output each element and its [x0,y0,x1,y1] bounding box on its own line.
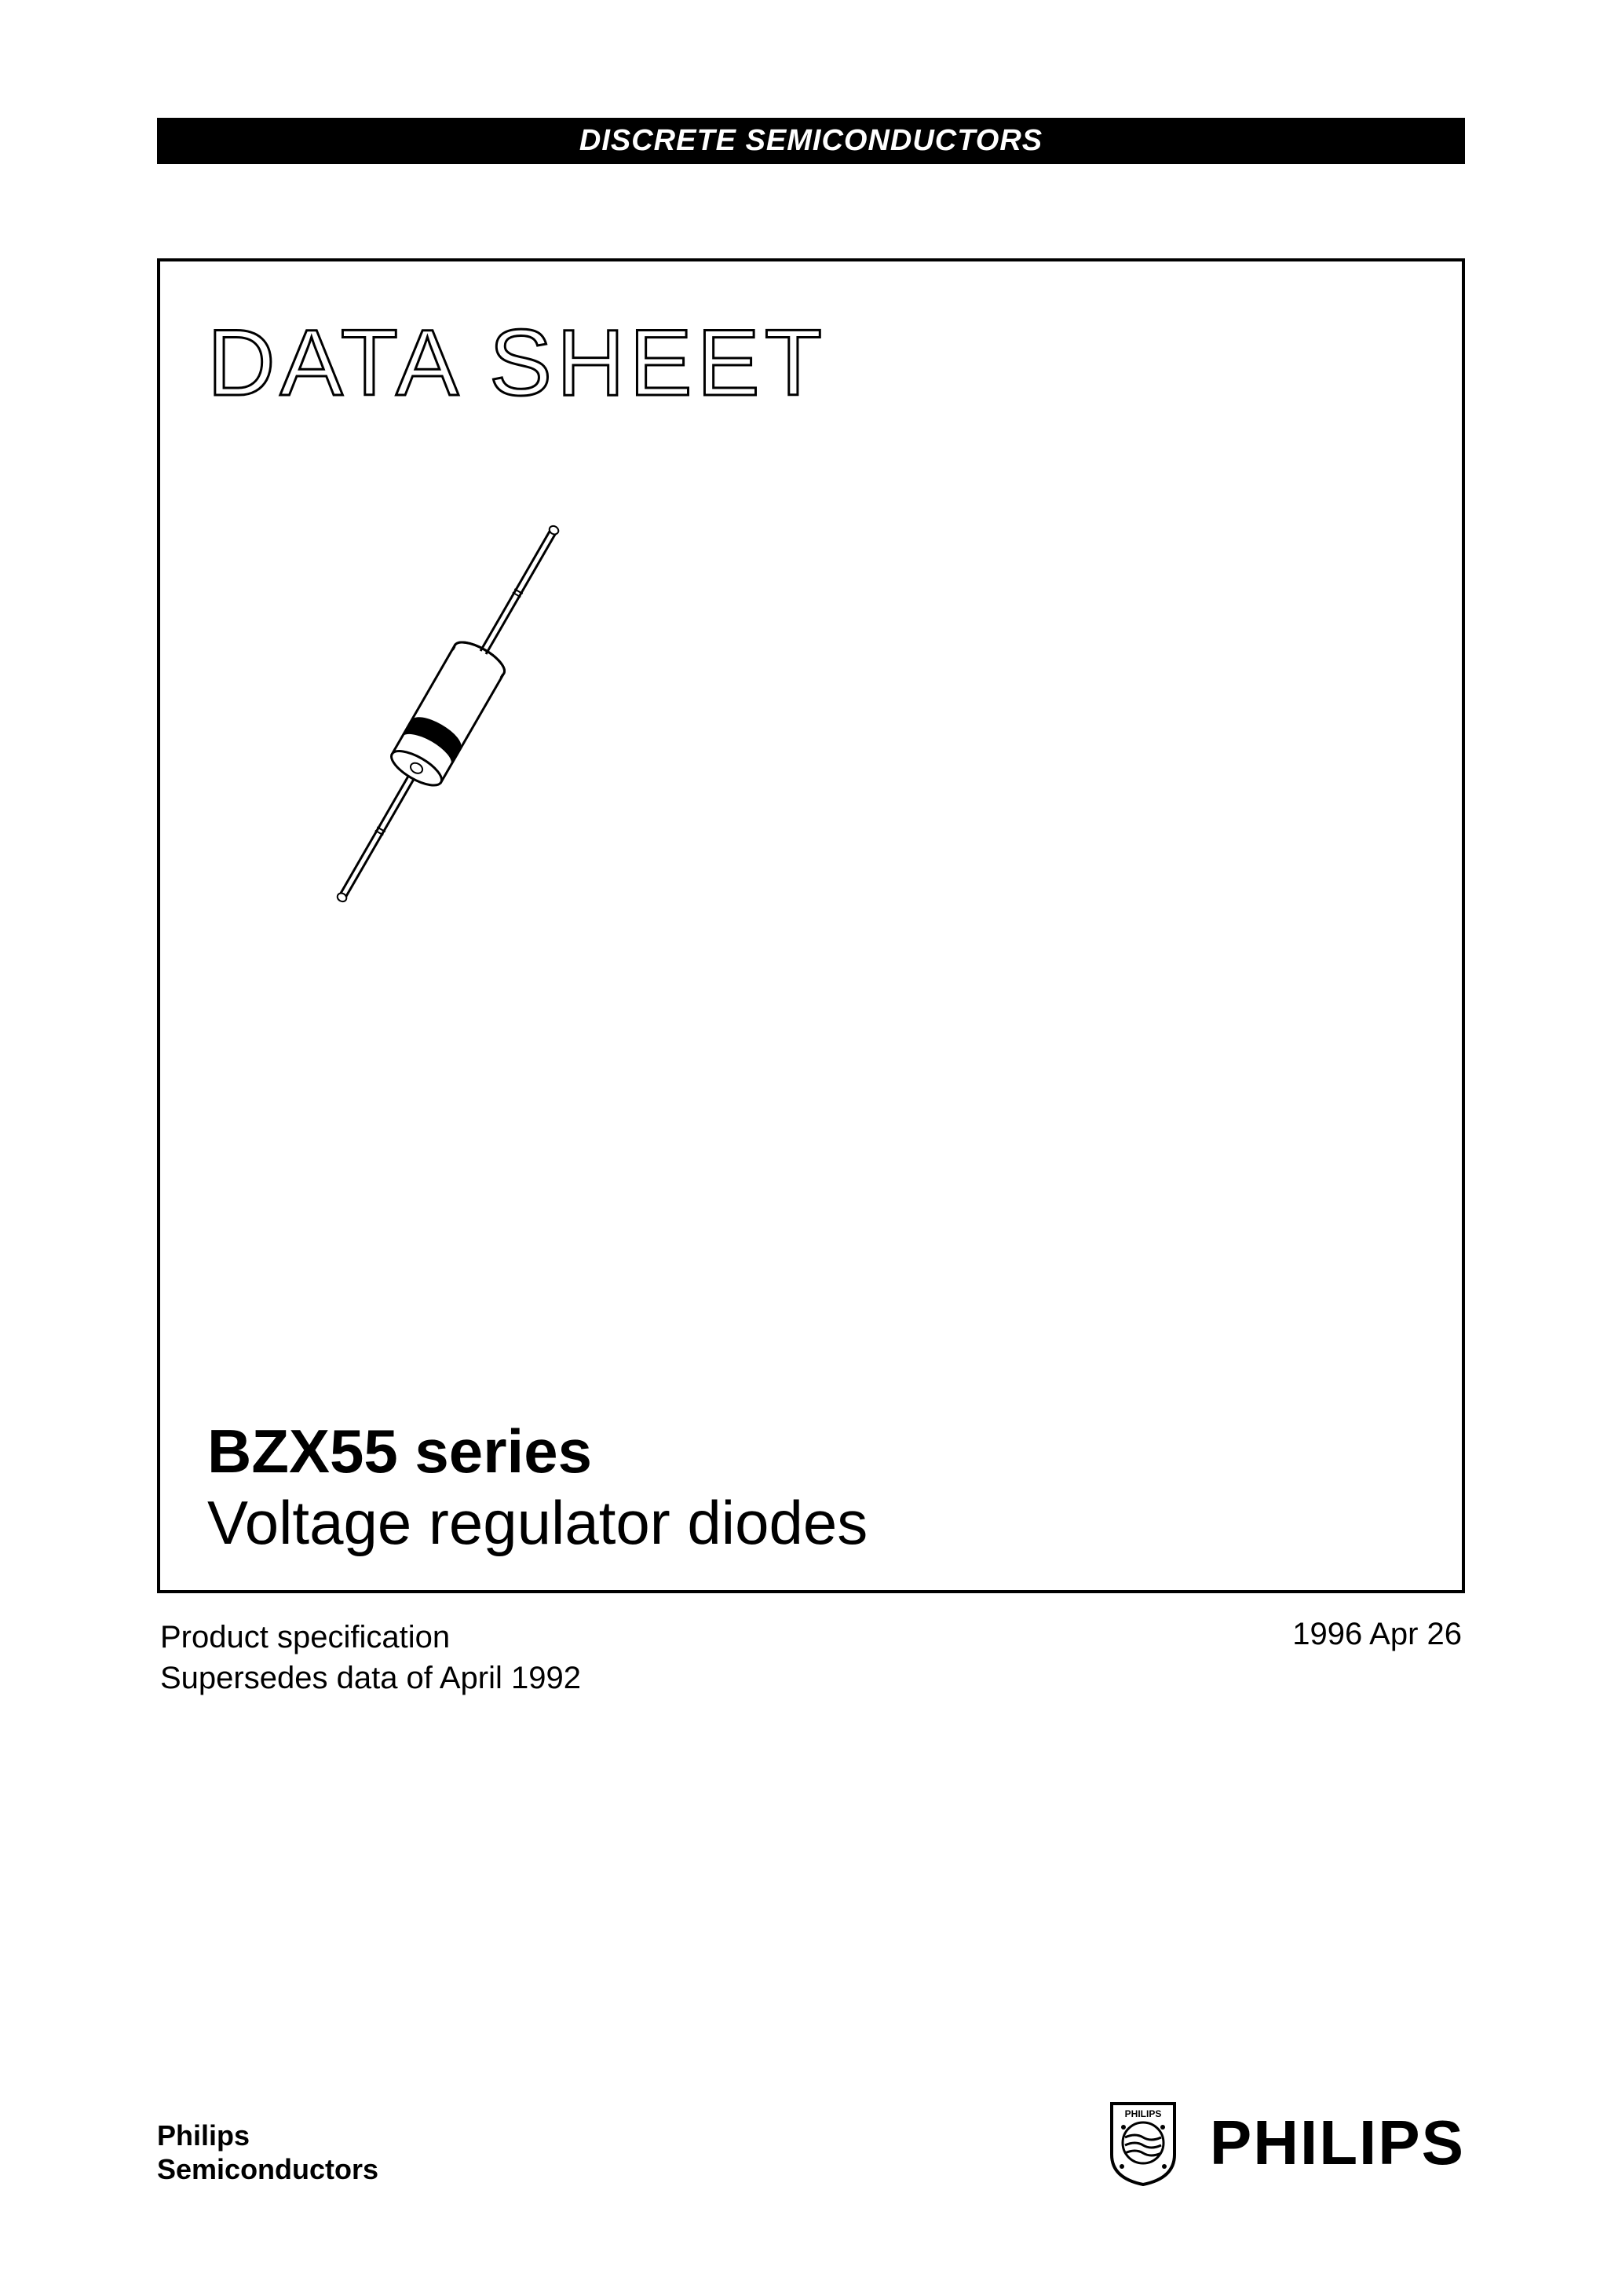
company-line2: Semiconductors [157,2152,378,2186]
spec-info-row: Product specification Supersedes data of… [157,1617,1465,1698]
footer-company: Philips Semiconductors [157,2119,378,2186]
category-header: DISCRETE SEMICONDUCTORS [157,118,1465,164]
philips-wordmark: PHILIPS [1210,2107,1465,2179]
spec-info: Product specification Supersedes data of… [160,1617,581,1698]
datasheet-title: DATA SHEET [207,309,1415,417]
philips-shield-icon: PHILIPS [1108,2100,1178,2186]
company-line1: Philips [157,2119,378,2152]
diode-illustration [286,495,1415,939]
product-description: Voltage regulator diodes [207,1487,868,1559]
svg-text:PHILIPS: PHILIPS [1124,2108,1161,2119]
series-name: BZX55 series [207,1416,868,1487]
main-content-box: DATA SHEET [157,258,1465,1593]
spec-line1: Product specification [160,1617,581,1658]
product-title-block: BZX55 series Voltage regulator diodes [207,1416,868,1559]
spec-line2: Supersedes data of April 1992 [160,1658,581,1698]
page-footer: Philips Semiconductors PHILIPS PHILIPS [157,2100,1465,2186]
spec-date: 1996 Apr 26 [1292,1617,1462,1698]
footer-brand-block: PHILIPS PHILIPS [1108,2100,1465,2186]
